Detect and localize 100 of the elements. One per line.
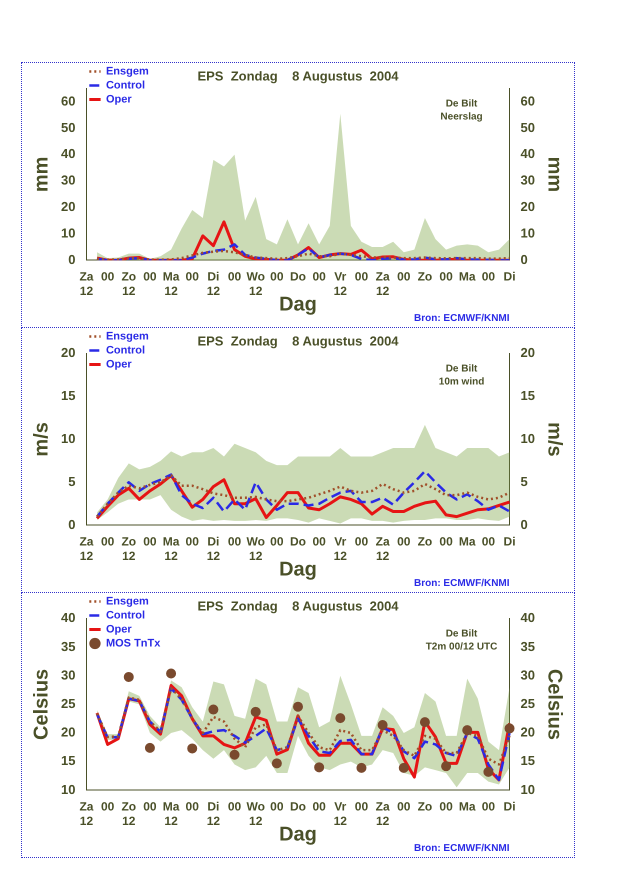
- point: [420, 717, 430, 728]
- point: [208, 704, 218, 715]
- x-tick-label: 00: [439, 800, 454, 814]
- x-tick-label: Zo 12: [121, 534, 136, 564]
- x-tick-label: 00: [270, 534, 284, 549]
- y-tick-label: 30: [60, 667, 76, 682]
- y-tick-label: 25: [60, 696, 76, 711]
- point: [441, 761, 452, 772]
- y-tick-label: 10: [60, 225, 76, 240]
- point: [166, 668, 176, 679]
- legend-label: Control: [106, 80, 146, 92]
- x-tick-label: 00: [312, 800, 326, 814]
- y2-tick-label: 25: [520, 696, 536, 711]
- legend-label: Control: [106, 610, 146, 622]
- x-tick-label: Ma 12: [162, 534, 180, 564]
- x-tick-label: 00: [270, 270, 284, 284]
- y2-tick-label: 10: [520, 430, 536, 446]
- x-tick-label: 00: [397, 534, 411, 549]
- legend-label: Oper: [106, 624, 132, 636]
- x-tick-label: Ma: [458, 800, 476, 814]
- x-tick-label: Ma: [458, 534, 476, 549]
- x-tick-label: 00: [312, 534, 326, 549]
- x-tick-label: Vr 12: [334, 270, 348, 298]
- x-tick-label: Di 12: [206, 270, 220, 298]
- x-tick-label: 00: [482, 270, 496, 284]
- x-tick-label: 00: [228, 800, 242, 814]
- x-tick-label: Za 12: [376, 270, 390, 298]
- y-tick-label: 40: [60, 146, 76, 162]
- legend-label: Control: [106, 344, 146, 357]
- y2-tick-label: 30: [520, 172, 536, 188]
- x-tick-label: Vr 12: [334, 800, 348, 828]
- x-tick-label: Do: [290, 270, 306, 284]
- x-tick-label: Ma 12: [162, 270, 180, 298]
- y2-tick-label: 0: [520, 252, 528, 267]
- x-tick-label: 00: [186, 800, 200, 814]
- y-tick-label: 20: [60, 724, 76, 740]
- x-tick-label: Wo 12: [246, 534, 265, 564]
- x-tick-label: Za 12: [376, 534, 390, 564]
- point: [335, 713, 346, 724]
- y2-tick-label: 15: [520, 388, 536, 404]
- x-tick-label: 00: [397, 800, 411, 814]
- y2-tick-label: 40: [520, 146, 536, 162]
- x-tick-label: 00: [186, 270, 200, 284]
- legend-label: Oper: [106, 94, 132, 106]
- y2-tick-label: 20: [520, 724, 536, 740]
- x-tick-label: 00: [228, 534, 242, 549]
- chart-title: EPS Zondag 8 Augustus 2004: [197, 598, 400, 614]
- y2-tick-label: 40: [520, 610, 536, 626]
- x-tick-label: Di: [504, 800, 516, 814]
- x-tick-label: 00: [439, 534, 454, 549]
- x-tick-label: Do: [290, 800, 306, 814]
- x-tick-label: 00: [186, 534, 200, 549]
- y-tick-label: 30: [60, 172, 76, 188]
- annotation: De Bilt T2m 00/12 UTC: [426, 628, 498, 652]
- point: [504, 723, 515, 734]
- y2-tick-label: 10: [520, 782, 536, 797]
- x-tick-label: 00: [100, 534, 115, 549]
- x-tick-label: 00: [143, 270, 157, 284]
- y2-axis-title: mm: [543, 156, 566, 192]
- x-tick-label: Ma 12: [162, 800, 180, 828]
- y2-axis-title: m/s: [543, 422, 566, 457]
- x-tick-label: 00: [228, 270, 242, 284]
- point: [293, 702, 303, 712]
- x-tick-label: Zo 12: [121, 270, 136, 298]
- point: [314, 762, 324, 772]
- x-tick-label: Di 12: [206, 534, 220, 564]
- y2-tick-label: 0: [520, 516, 528, 532]
- x-tick-label: 00: [100, 800, 115, 814]
- x-tick-label: Di: [504, 270, 516, 284]
- point: [124, 672, 134, 682]
- x-tick-label: Zo 12: [121, 800, 136, 828]
- annotation: De Bilt 10m wind: [438, 363, 484, 388]
- x-tick-label: 00: [439, 270, 454, 284]
- x-axis-title: Dag: [279, 294, 317, 316]
- y-tick-label: 20: [60, 198, 76, 214]
- point: [272, 758, 282, 768]
- x-tick-label: 00: [397, 270, 411, 284]
- legend-label: MOS TnTx: [106, 638, 162, 650]
- legend-label: Oper: [106, 358, 132, 371]
- x-tick-label: 00: [312, 270, 326, 284]
- y-tick-label: 50: [60, 120, 76, 135]
- y2-tick-label: 10: [520, 225, 536, 240]
- x-tick-label: 00: [100, 270, 115, 284]
- y-tick-label: 5: [68, 474, 76, 489]
- x-tick-label: 00: [354, 534, 368, 549]
- line-series: [96, 687, 511, 766]
- x-tick-label: Za 12: [376, 800, 390, 828]
- legend-label: Ensgem: [106, 66, 149, 78]
- y2-tick-label: 50: [520, 120, 536, 135]
- y-tick-label: 0: [68, 516, 76, 532]
- x-tick-label: 00: [143, 534, 157, 549]
- y2-tick-label: 60: [520, 93, 536, 108]
- legend-label: Ensgem: [106, 330, 149, 343]
- point: [356, 762, 366, 773]
- point: [398, 762, 409, 773]
- y-axis-title: mm: [30, 156, 53, 192]
- chart-title: EPS Zondag 8 Augustus 2004: [197, 333, 400, 348]
- line-series: [96, 250, 511, 260]
- y2-tick-label: 15: [520, 753, 536, 768]
- x-tick-label: Za 12: [79, 270, 94, 298]
